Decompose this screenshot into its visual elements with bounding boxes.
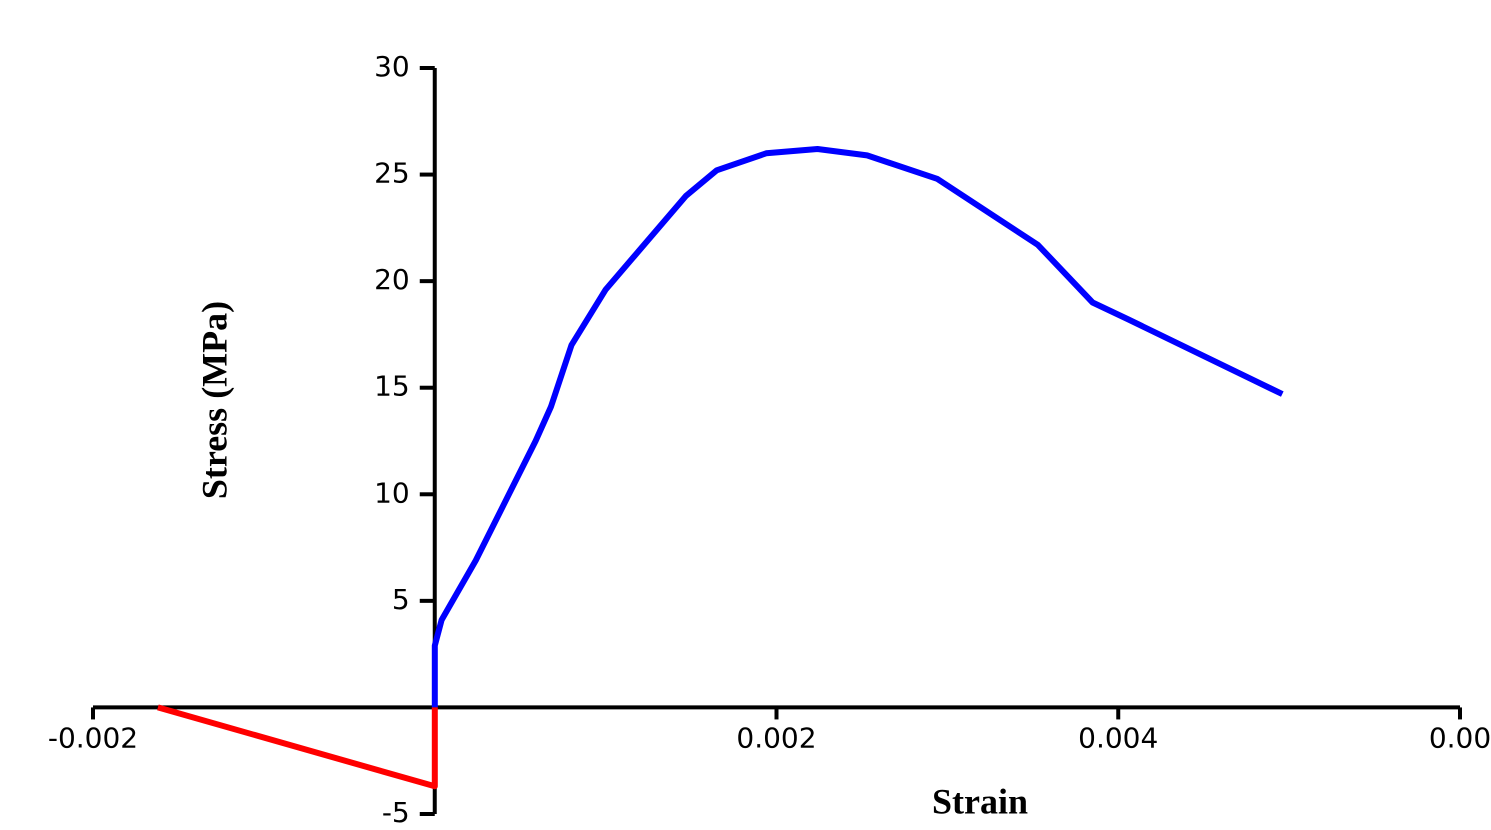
x-tick-label: 0.00 — [1429, 721, 1491, 754]
y-tick-label: 20 — [374, 263, 410, 296]
series-line — [431, 146, 1284, 708]
x-tick-label: -0.002 — [48, 721, 138, 754]
x-tick-label: 0.004 — [1078, 721, 1158, 754]
y-tick-label: 5 — [392, 583, 410, 616]
y-tick-label: 15 — [374, 370, 410, 403]
series-line — [157, 704, 438, 790]
y-tick-label: -5 — [382, 796, 410, 829]
y-tick-label: 30 — [374, 50, 410, 83]
y-tick-label: 10 — [374, 476, 410, 509]
y-tick-label: 25 — [374, 157, 410, 190]
x-axis-title: Strain — [932, 781, 1028, 821]
y-axis-title: Stress (MPa) — [194, 301, 234, 499]
x-tick-label: 0.002 — [736, 721, 816, 754]
